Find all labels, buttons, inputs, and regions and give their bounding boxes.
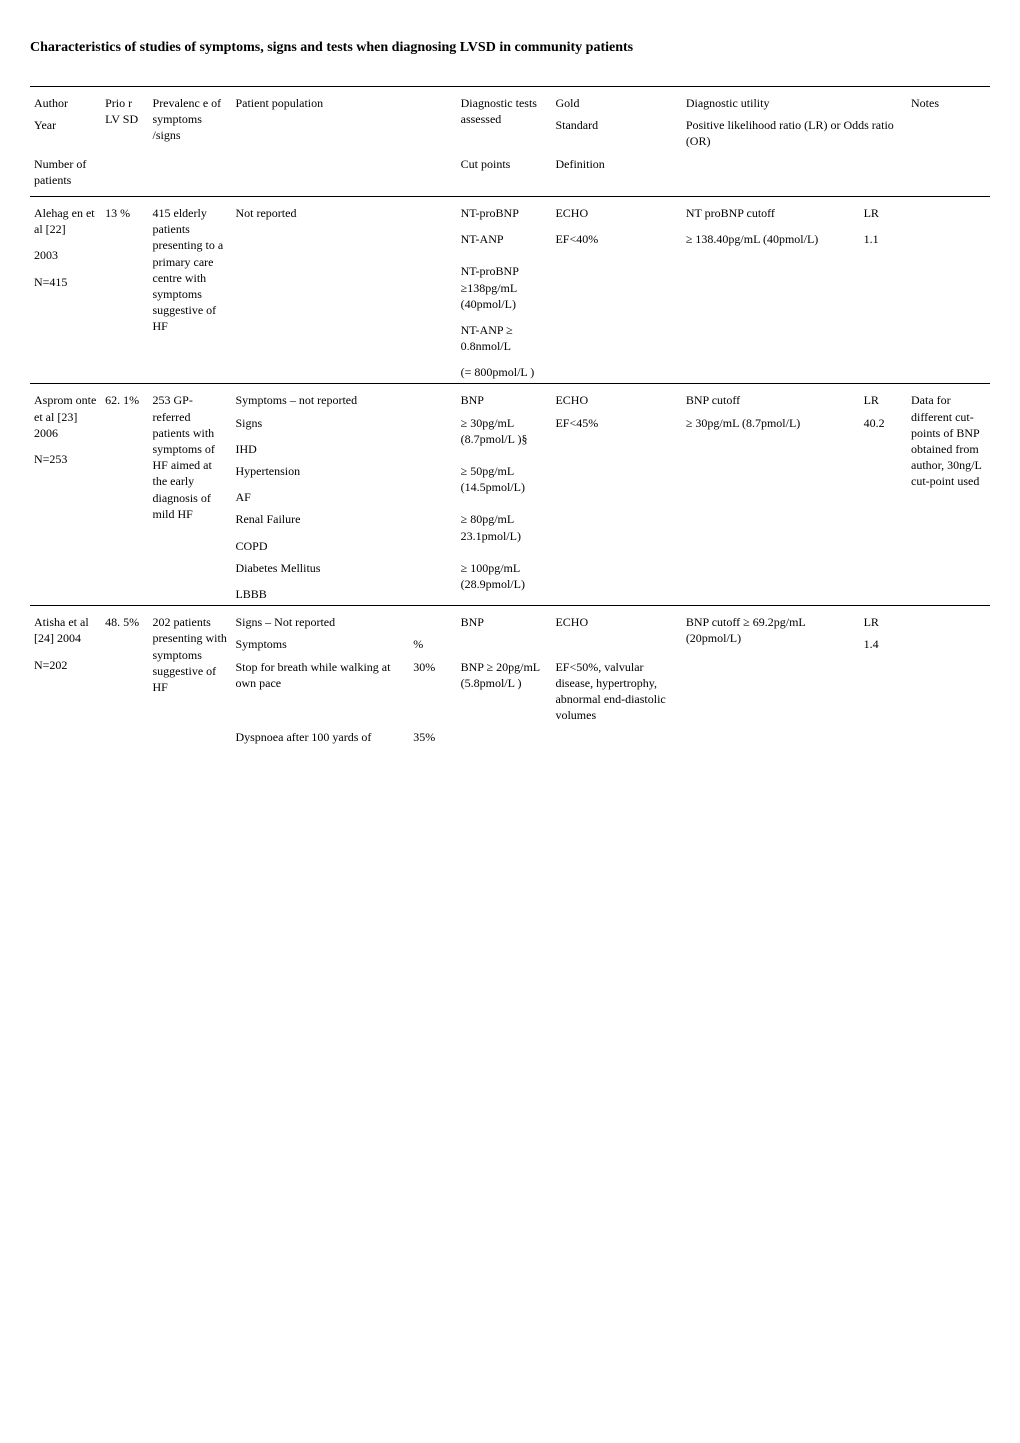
study2-lr2: 40.2 [860, 412, 907, 460]
study2-pop5: AF [235, 489, 452, 505]
study1-n: N=415 [34, 274, 97, 290]
study1-diag1: NT-proBNP [461, 205, 548, 221]
table-row: Asprom onte et al [23] 2006 N=253 62. 1%… [30, 384, 990, 412]
study3-pop4: Dyspnoea after 100 yards of [231, 726, 409, 748]
hdr-plr: Positive likelihood ratio (LR) or Odds r… [682, 114, 907, 152]
study1-year: 2003 [34, 247, 97, 263]
hdr-author: Author [30, 87, 101, 115]
study2-pop3: IHD [235, 441, 452, 457]
study1-author: Alehag en et al [22] [34, 205, 97, 237]
study1-util1: NT proBNP cutoff [686, 205, 856, 221]
study2-prev: 253 GP-referred patients with symptoms o… [149, 384, 232, 606]
study2-n: N=253 [34, 451, 97, 467]
hdr-definition: Definition [551, 153, 681, 197]
study3-lr2: 1.4 [860, 633, 907, 655]
study2-pop8: Diabetes Mellitus [235, 560, 452, 576]
studies-table: Author Prio r LV SD Prevalenc e of sympt… [30, 86, 990, 748]
hdr-prior: Prio r LV SD [101, 87, 148, 153]
study1-gold2: EF<40% [555, 231, 677, 247]
study3-pop3: Stop for breath while walking at own pac… [231, 656, 409, 727]
study3-diag1: BNP [457, 606, 552, 634]
study1-gold1: ECHO [555, 205, 677, 221]
study2-pop6: Renal Failure [235, 511, 452, 527]
study2-diag1: BNP [457, 384, 552, 412]
study1-prev: 415 elderly patients presenting to a pri… [149, 196, 232, 384]
hdr-diag: Diagnostic tests assessed [457, 87, 552, 153]
study3-pop1: Signs – Not reported [231, 606, 409, 634]
study3-pop2pct: % [409, 633, 456, 655]
study3-gold1: ECHO [551, 606, 681, 634]
study2-notes: Data for different cut-points of BNP obt… [907, 384, 990, 606]
study1-diag4: NT-ANP ≥ 0.8nmol/L [461, 322, 548, 354]
hdr-patientpop: Patient population [231, 87, 456, 115]
study3-prev: 202 patients presenting with symptoms su… [149, 606, 232, 749]
hdr-utility: Diagnostic utility [682, 87, 907, 115]
study1-util2: ≥ 138.40pg/mL (40pmol/L) [686, 231, 856, 247]
study3-author: Atisha et al [24] 2004 [34, 614, 97, 646]
study3-prior: 48. 5% [101, 606, 148, 749]
study1-diag2: NT-ANP [461, 231, 548, 247]
study3-n: N=202 [34, 657, 97, 673]
study2-diag4: ≥ 80pg/mL 23.1pmol/L) [457, 508, 552, 556]
table-row: Alehag en et al [22] 2003 N=415 13 % 415… [30, 196, 990, 260]
study1-diag3: NT-proBNP ≥138pg/mL (40pmol/L) [461, 263, 548, 312]
study2-pop2: Signs [235, 415, 452, 431]
study2-gold1: ECHO [551, 384, 681, 412]
study1-lr2: 1.1 [864, 231, 903, 247]
study2-lr1: LR [860, 384, 907, 412]
hdr-standard: Standard [551, 114, 681, 152]
study2-diag2: ≥ 30pg/mL (8.7pmol/L )§ [457, 412, 552, 460]
study2-author: Asprom onte et al [23] 2006 [34, 392, 97, 441]
study2-util2: ≥ 30pg/mL (8.7pmol/L) [682, 412, 860, 460]
study2-diag3: ≥ 50pg/mL (14.5pmol/L) [457, 460, 552, 508]
hdr-cutpoints: Cut points [457, 153, 552, 197]
study2-pop9: LBBB [235, 586, 452, 602]
study2-pop7: COPD [235, 538, 452, 554]
study3-util1: BNP cutoff ≥ 69.2pg/mL (20pmol/L) [682, 606, 860, 656]
header-row-3: Number of patients Cut points Definition [30, 153, 990, 197]
study1-diag5: (= 800pmol/L ) [461, 364, 548, 380]
study3-pop4pct: 35% [409, 726, 456, 748]
study3-gold2: EF<50%, valvular disease, hypertrophy, a… [551, 656, 681, 727]
study1-lr1: LR [864, 205, 903, 221]
study2-pop1: Symptoms – not reported [231, 384, 456, 412]
study1-prior: 13 % [101, 196, 148, 384]
header-row-1: Author Prio r LV SD Prevalenc e of sympt… [30, 87, 990, 115]
study2-util1: BNP cutoff [682, 384, 860, 412]
hdr-number: Number of patients [30, 153, 101, 197]
hdr-prevalence: Prevalenc e of symptoms /signs [149, 87, 232, 153]
study2-prior: 62. 1% [101, 384, 148, 606]
study1-pop: Not reported [231, 196, 456, 384]
study2-pop4: Hypertension [235, 463, 452, 479]
study3-lr1: LR [860, 606, 907, 634]
hdr-gold: Gold [551, 87, 681, 115]
study2-diag5: ≥ 100pg/mL (28.9pmol/L) [457, 557, 552, 606]
study3-diag2: BNP ≥ 20pg/mL (5.8pmol/L ) [457, 656, 552, 727]
table-row: Atisha et al [24] 2004 N=202 48. 5% 202 … [30, 606, 990, 634]
study2-gold2: EF<45% [551, 412, 681, 460]
hdr-year: Year [30, 114, 101, 152]
study3-pop2: Symptoms [231, 633, 409, 655]
hdr-notes: Notes [907, 87, 990, 115]
study3-pop3pct: 30% [409, 656, 456, 727]
page-title: Characteristics of studies of symptoms, … [30, 40, 990, 56]
